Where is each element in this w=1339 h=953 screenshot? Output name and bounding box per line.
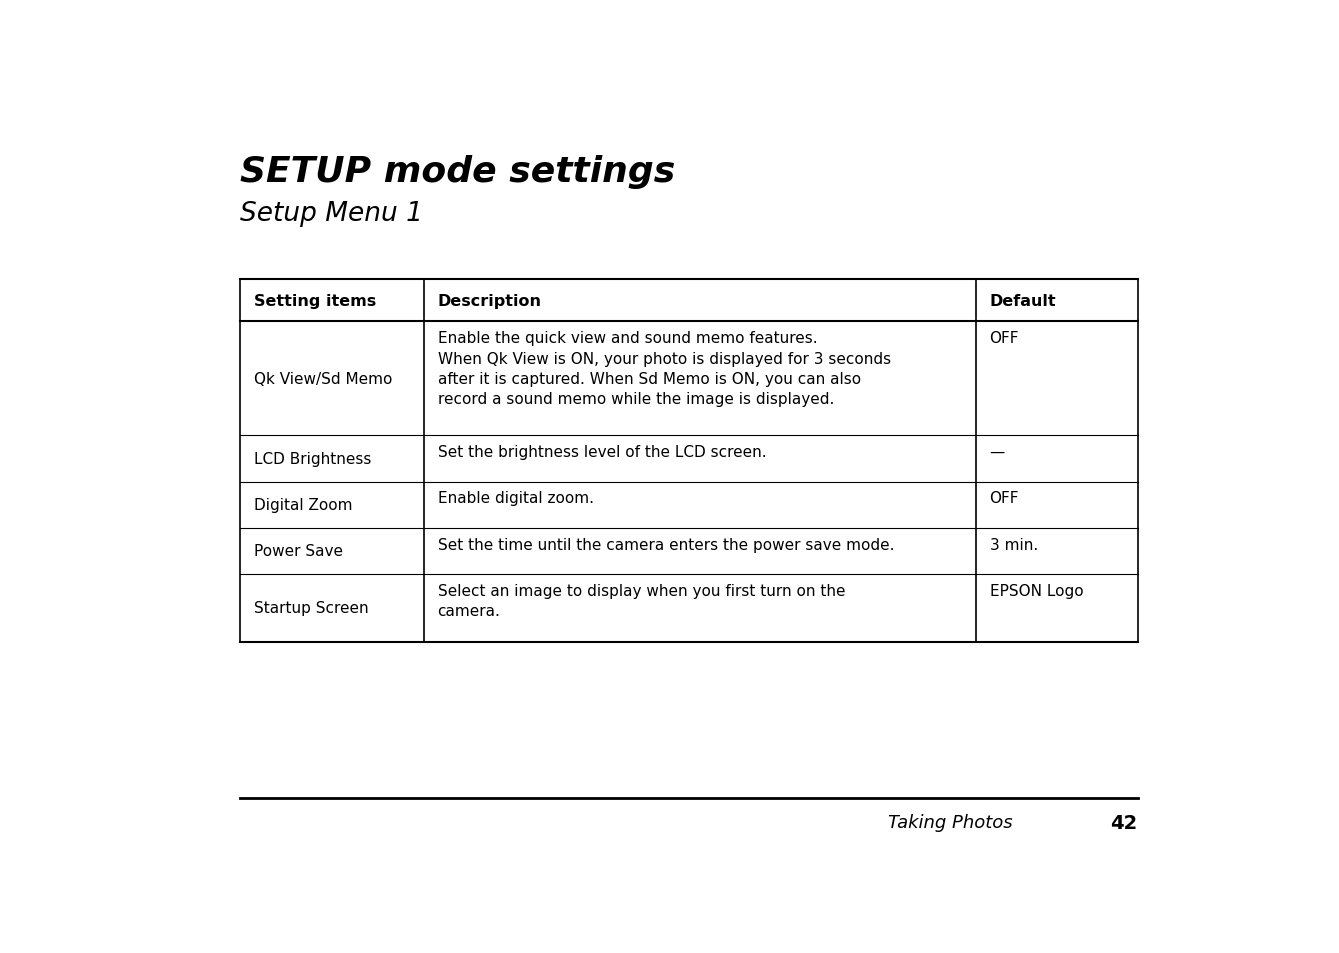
- Text: 42: 42: [1110, 813, 1138, 832]
- Text: Select an image to display when you first turn on the
camera.: Select an image to display when you firs…: [438, 583, 845, 618]
- Text: OFF: OFF: [990, 331, 1019, 346]
- Text: Qk View/Sd Memo: Qk View/Sd Memo: [253, 372, 392, 386]
- Text: 3 min.: 3 min.: [990, 537, 1038, 552]
- Text: Enable digital zoom.: Enable digital zoom.: [438, 491, 593, 506]
- Text: Set the brightness level of the LCD screen.: Set the brightness level of the LCD scre…: [438, 445, 766, 459]
- Text: EPSON Logo: EPSON Logo: [990, 583, 1083, 598]
- Text: Setting items: Setting items: [253, 294, 376, 308]
- Text: Taking Photos: Taking Photos: [889, 813, 1014, 831]
- Text: Digital Zoom: Digital Zoom: [253, 497, 352, 513]
- Text: OFF: OFF: [990, 491, 1019, 506]
- Text: SETUP mode settings: SETUP mode settings: [240, 154, 675, 189]
- Text: LCD Brightness: LCD Brightness: [253, 452, 371, 466]
- Text: Power Save: Power Save: [253, 544, 343, 558]
- Text: Enable the quick view and sound memo features.
When Qk View is ON, your photo is: Enable the quick view and sound memo fea…: [438, 331, 890, 407]
- Text: Set the time until the camera enters the power save mode.: Set the time until the camera enters the…: [438, 537, 894, 552]
- Text: Startup Screen: Startup Screen: [253, 600, 368, 616]
- Text: Default: Default: [990, 294, 1056, 308]
- Text: —: —: [990, 445, 1004, 459]
- Text: Description: Description: [438, 294, 541, 308]
- Text: Setup Menu 1: Setup Menu 1: [240, 201, 423, 227]
